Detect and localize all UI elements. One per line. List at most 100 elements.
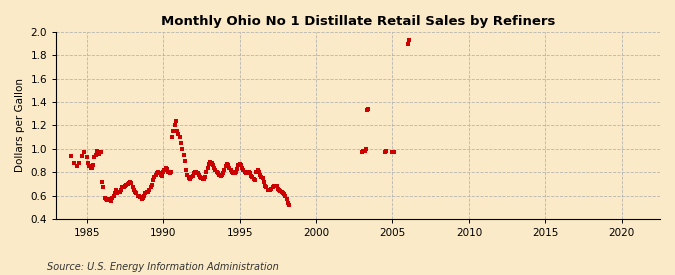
Point [239,170,250,174]
Point [363,107,374,111]
Point [97,179,107,184]
Point [277,191,288,196]
Point [141,190,152,194]
Y-axis label: Dollars per Gallon: Dollars per Gallon [15,78,25,172]
Point [88,163,99,167]
Point [92,149,103,153]
Point [76,154,87,158]
Point [266,186,277,191]
Point [173,131,184,136]
Point [204,162,215,166]
Point [202,165,213,170]
Point [132,193,143,198]
Point [244,171,255,175]
Point [84,164,95,169]
Point [284,203,295,207]
Point [115,190,126,194]
Point [270,184,281,188]
Point [165,170,176,174]
Point [177,147,188,151]
Point [265,188,275,192]
Point [223,163,234,167]
Point [138,193,149,198]
Point [171,119,182,123]
Point [213,171,223,175]
Point [280,193,291,198]
Point [119,184,130,188]
Point [82,155,92,159]
Point [161,165,171,170]
Point [271,184,282,188]
Point [269,184,279,188]
Point [275,189,286,193]
Point [164,171,175,175]
Point [194,172,205,177]
Point [184,177,195,182]
Point [82,161,93,165]
Point [228,171,239,175]
Point [169,123,180,128]
Point [151,171,162,175]
Point [131,191,142,196]
Point [69,161,80,165]
Point [253,170,264,174]
Point [155,172,166,177]
Point [267,185,278,189]
Point [207,161,217,165]
Point [153,170,163,174]
Point [122,182,133,186]
Point [105,199,116,204]
Point [136,197,147,201]
Point [276,190,287,194]
Point [234,162,245,166]
Point [236,163,246,167]
Point [149,175,160,179]
Point [146,183,157,187]
Point [86,165,97,170]
Point [218,171,229,175]
Point [264,188,275,192]
Point [94,151,105,156]
Point [98,185,109,189]
Point [79,150,90,155]
Point [246,174,256,178]
Point [90,152,101,157]
Point [230,170,241,174]
Point [360,147,371,151]
Point [219,168,230,172]
Point [111,188,122,192]
Point [138,196,148,200]
Point [259,179,269,184]
Point [224,165,235,170]
Point [220,164,231,169]
Point [116,188,127,192]
Point [172,129,183,133]
Point [217,172,227,177]
Point [256,175,267,179]
Point [205,160,216,164]
Point [125,179,136,184]
Point [186,175,196,179]
Point [273,188,284,192]
Point [233,163,244,167]
Point [402,42,413,46]
Point [176,141,186,145]
Point [154,171,165,175]
Point [148,178,159,183]
Point [207,163,218,167]
Point [89,155,100,159]
Point [201,170,212,174]
Point [195,175,206,179]
Point [281,197,292,201]
Point [66,154,77,158]
Point [404,38,414,42]
Point [181,168,192,172]
Point [105,198,115,202]
Point [95,150,106,155]
Point [190,170,200,174]
Point [158,170,169,174]
Point [283,200,294,205]
Point [182,172,193,177]
Point [103,197,114,201]
Point [74,161,84,165]
